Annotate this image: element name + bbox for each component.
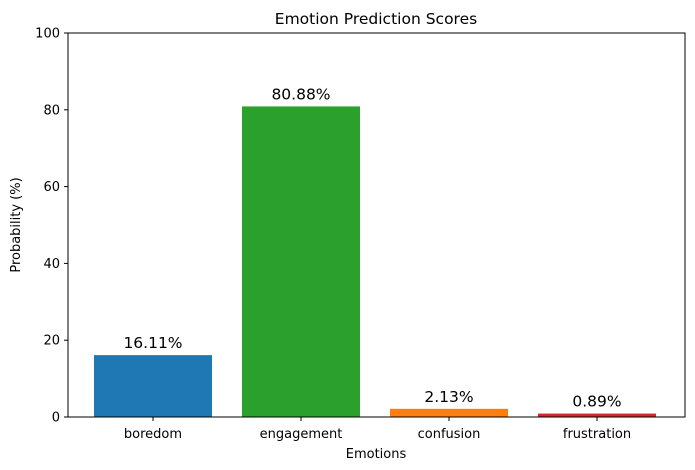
- y-tick-label: 40: [43, 257, 60, 272]
- x-tick-label-frustration: frustration: [563, 427, 631, 442]
- x-tick-label-engagement: engagement: [260, 427, 343, 442]
- data-label-confusion: 2.13%: [424, 388, 473, 406]
- plot-area: 0 20 40 60 80 100 16.11% boredom 80.88% engagemen…: [35, 27, 656, 442]
- y-tick-label: 60: [43, 180, 60, 195]
- chart-title: Emotion Prediction Scores: [275, 10, 477, 28]
- data-label-frustration: 0.89%: [572, 393, 621, 411]
- y-axis-label: Probability (%): [9, 177, 24, 272]
- bar-boredom: [94, 355, 212, 417]
- y-tick-label: 0: [52, 411, 60, 426]
- bar-frustration: [538, 413, 656, 417]
- data-label-engagement: 80.88%: [271, 85, 330, 103]
- x-tick-label-boredom: boredom: [124, 427, 182, 442]
- y-tick-label: 80: [43, 103, 60, 118]
- plot-frame: [67, 32, 686, 418]
- bar-engagement: [242, 106, 360, 417]
- x-axis-label: Emotions: [346, 447, 407, 462]
- y-tick-label: 100: [35, 27, 60, 42]
- y-tick-label: 20: [43, 334, 60, 349]
- bar-confusion: [390, 408, 508, 417]
- x-tick-label-confusion: confusion: [418, 427, 481, 442]
- data-label-boredom: 16.11%: [123, 334, 182, 352]
